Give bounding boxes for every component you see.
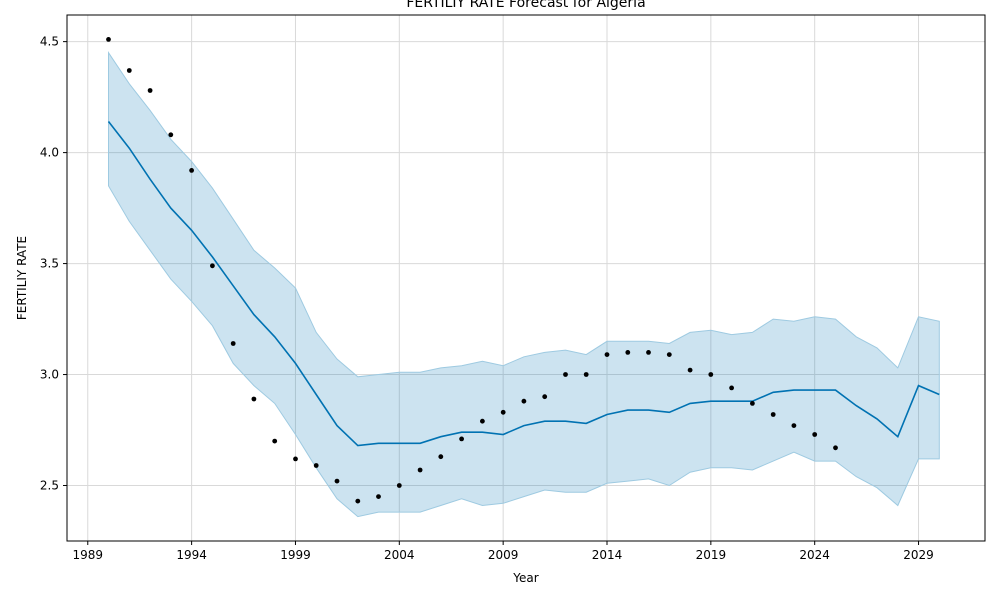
chart-title: FERTILIY RATE Forecast for Algeria [406,0,645,11]
observed-point [272,438,278,444]
x-tick-label: 2014 [592,548,623,562]
x-tick-label: 2029 [903,548,934,562]
observed-point [251,396,257,402]
y-tick-label: 2.5 [40,479,59,493]
observed-point [791,423,797,428]
observed-series [106,37,838,504]
observed-point [459,436,464,442]
observed-point [833,445,838,451]
observed-point [563,372,568,377]
forecast-series [107,121,940,447]
observed-point [230,341,236,346]
observed-point [625,350,631,355]
y-tick-label: 4.5 [40,35,59,49]
observed-point [417,467,423,473]
observed-point [500,409,506,415]
observed-point [355,498,361,504]
forecast-line [107,121,940,447]
observed-point [646,350,651,355]
y-tick-label: 3.0 [40,368,59,382]
axis-ticks: 1989 1994 1999 2004 2009 2014 2019 2024 2029 2.5 3… [40,35,934,562]
x-tick-label: 2019 [696,548,727,562]
observed-point [480,418,485,424]
x-tick-label: 2004 [384,548,415,562]
observed-point [376,494,381,499]
observed-point [210,263,215,269]
observed-point [106,37,111,42]
x-tick-label: 2024 [799,548,830,562]
observed-point [334,478,340,484]
observed-point [168,132,174,138]
observed-point [189,168,195,173]
observed-point [729,385,734,391]
y-tick-label: 4.0 [40,146,59,160]
observed-point [521,398,527,404]
observed-point [666,352,672,357]
observed-point [708,372,714,377]
observed-point [293,456,298,462]
x-axis-label: Year [512,571,538,585]
x-tick-label: 1989 [72,548,103,562]
grid [67,15,985,541]
observed-point [313,463,319,468]
observed-point [126,68,132,73]
observed-point [812,432,818,437]
observed-point [604,352,610,357]
x-tick-label: 2009 [488,548,519,562]
plot-frame [66,14,986,542]
observed-point [687,367,693,373]
observed-point [750,401,755,406]
observed-point [438,454,444,460]
observed-point [542,394,548,400]
observed-point [770,412,776,417]
observed-point [396,483,402,488]
y-axis-label: FERTILIY RATE [15,236,29,320]
x-tick-label: 1999 [280,548,311,562]
observed-point [583,372,589,377]
y-tick-label: 3.5 [40,257,59,271]
observed-point [147,88,153,93]
x-tick-label: 1994 [176,548,207,562]
